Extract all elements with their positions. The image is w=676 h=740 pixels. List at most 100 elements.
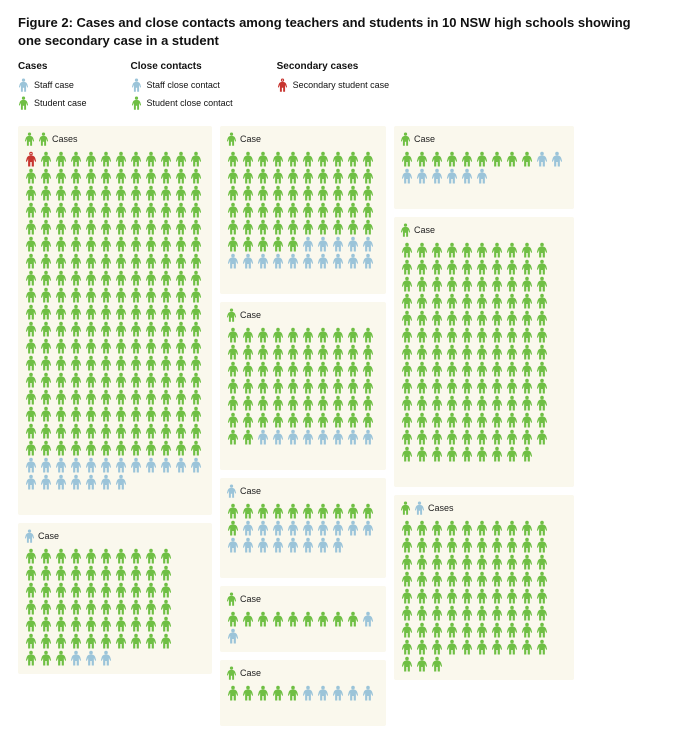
student-person-icon [190, 270, 202, 286]
student-person-icon [55, 202, 67, 218]
student-person-icon [257, 327, 269, 343]
staff-person-icon [227, 253, 239, 269]
grid-cell [415, 150, 429, 167]
grid-cell [271, 428, 285, 445]
grid-cell [256, 502, 270, 519]
student-person-icon [130, 185, 142, 201]
grid-cell [54, 388, 68, 405]
staff-person-icon [362, 611, 374, 627]
grid-cell [505, 309, 519, 326]
grid-cell [361, 428, 375, 445]
student-person-icon [100, 633, 112, 649]
grid-cell [520, 445, 534, 462]
grid-cell [460, 411, 474, 428]
secondary-icon [277, 78, 288, 92]
grid-cell [400, 394, 414, 411]
student-person-icon [491, 242, 503, 258]
student-person-icon [55, 440, 67, 456]
student-person-icon [272, 168, 284, 184]
student-person-icon [85, 253, 97, 269]
student-person-icon [446, 378, 458, 394]
grid-cell [400, 604, 414, 621]
grid-cell [54, 252, 68, 269]
student-person-icon [446, 412, 458, 428]
student-person-icon [227, 168, 239, 184]
grid-cell [174, 286, 188, 303]
grid-cell [144, 615, 158, 632]
student-person-icon [55, 287, 67, 303]
student-person-icon [476, 412, 488, 428]
grid-cell [189, 320, 203, 337]
case-student-icon [400, 132, 411, 146]
student-person-icon [272, 395, 284, 411]
grid-cell [286, 536, 300, 553]
student-person-icon [431, 344, 443, 360]
grid-cell [430, 411, 444, 428]
student-person-icon [115, 565, 127, 581]
grid-cell [69, 235, 83, 252]
student-person-icon [130, 633, 142, 649]
contacts-grid [24, 547, 178, 666]
student-person-icon [332, 361, 344, 377]
grid-cell [226, 428, 240, 445]
student-person-icon [332, 168, 344, 184]
student-person-icon [227, 503, 239, 519]
grid-cell-empty [550, 167, 564, 184]
student-person-icon [431, 395, 443, 411]
student-person-icon [257, 202, 269, 218]
student-person-icon [401, 327, 413, 343]
student-person-icon [416, 622, 428, 638]
student-person-icon [431, 327, 443, 343]
student-person-icon [347, 151, 359, 167]
student-person-icon [536, 378, 548, 394]
student-person-icon [70, 440, 82, 456]
grid-cell [331, 218, 345, 235]
student-person-icon [476, 554, 488, 570]
student-person-icon [272, 378, 284, 394]
student-person-icon [100, 565, 112, 581]
student-person-icon [431, 242, 443, 258]
grid-cell [361, 150, 375, 167]
grid-cell [189, 439, 203, 456]
grid-cell [114, 286, 128, 303]
student-person-icon [130, 304, 142, 320]
grid-cell [400, 258, 414, 275]
student-person-icon [70, 168, 82, 184]
grid-cell [400, 360, 414, 377]
staff-person-icon [347, 685, 359, 701]
grid-cell [346, 360, 360, 377]
grid-cell [271, 167, 285, 184]
grid-cell [99, 547, 113, 564]
student-person-icon [145, 440, 157, 456]
student-person-icon [55, 304, 67, 320]
grid-cell [520, 292, 534, 309]
grid-cell [316, 684, 330, 701]
grid-cell [256, 167, 270, 184]
grid-cell-empty [174, 473, 188, 490]
student-person-icon [160, 304, 172, 320]
legend-heading: Secondary cases [277, 61, 390, 72]
grid-cell-empty [361, 536, 375, 553]
grid-cell [69, 649, 83, 666]
grid-cell [475, 258, 489, 275]
student-person-icon [85, 185, 97, 201]
grid-cell [520, 621, 534, 638]
legend-group: Close contacts Staff close contact Stude… [131, 61, 233, 114]
student-person-icon [506, 361, 518, 377]
student-person-icon [431, 446, 443, 462]
student-person-icon [115, 633, 127, 649]
grid-cell [490, 150, 504, 167]
grid-cell [114, 405, 128, 422]
grid-cell [286, 252, 300, 269]
grid-cell [415, 411, 429, 428]
student-person-icon [506, 327, 518, 343]
student-person-icon [190, 372, 202, 388]
grid-cell [520, 570, 534, 587]
grid-cell [430, 553, 444, 570]
student-person-icon [55, 599, 67, 615]
grid-cell [316, 377, 330, 394]
student-person-icon [347, 361, 359, 377]
grid-cell [286, 428, 300, 445]
student-person-icon [70, 304, 82, 320]
student-person-icon [416, 395, 428, 411]
